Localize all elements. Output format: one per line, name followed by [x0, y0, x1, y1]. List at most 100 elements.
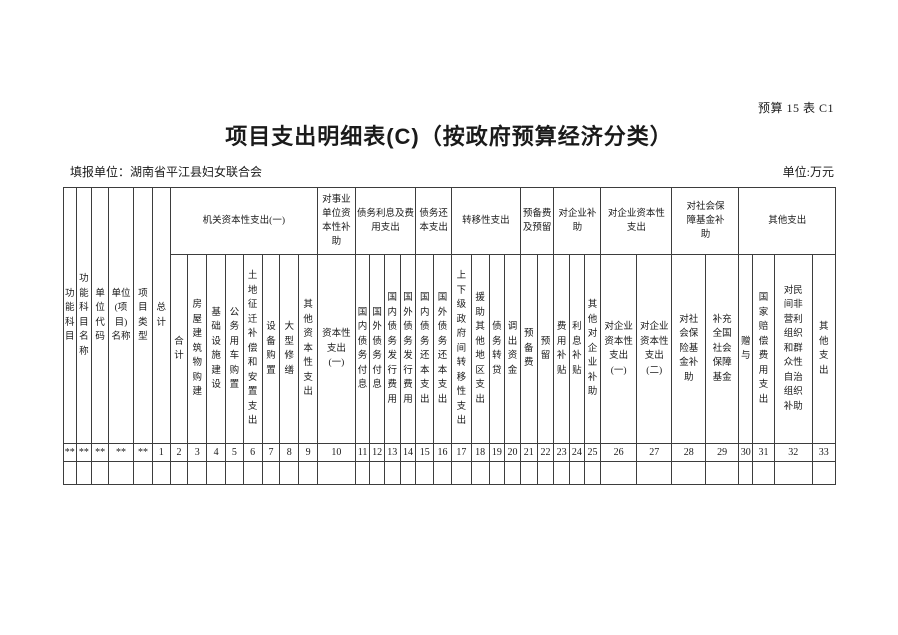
- data-cell: [261, 461, 281, 485]
- data-cell: [450, 461, 472, 485]
- column-code-cell: 23: [553, 443, 571, 462]
- header-row-groups: 功 能 科 目功 能 科 目 名 称单 位 代 码单位 (项 目) 名称项 目 …: [63, 187, 836, 444]
- column-header: 调 出 资 金: [504, 254, 521, 444]
- reporting-unit-value: 湖南省平江县妇女联合会: [130, 165, 263, 179]
- column-code-cell: 25: [583, 443, 602, 462]
- column-code-cell: 5: [225, 443, 244, 462]
- column-header: 对企业 资本性 支出 (一): [600, 254, 637, 444]
- data-cell: [536, 461, 555, 485]
- column-code-row: ** ** ** ** ** 1 2 3 4 5 6 7 8 9 10 11 12 13 14 15 16 17 18 19 2…: [63, 443, 837, 462]
- data-cell: [169, 461, 189, 485]
- column-header: 设 备 购 置: [261, 254, 281, 444]
- stub-column-header: 总 计: [151, 187, 171, 444]
- column-code-cell: 10: [317, 443, 356, 462]
- column-code-cell: **: [133, 443, 153, 462]
- data-cell: [470, 461, 490, 485]
- group-header: 对事业 单位资 本性补 助: [317, 187, 356, 255]
- data-cell: [569, 461, 585, 485]
- group-header: 机关资本性支出(一): [169, 187, 319, 255]
- column-code-cell: 32: [773, 443, 813, 462]
- group-header: 债务还 本支出: [415, 187, 452, 255]
- column-code-cell: 4: [206, 443, 226, 462]
- reporting-unit: 填报单位：湖南省平江县妇女联合会: [70, 163, 262, 180]
- group-header: 对企业补助: [553, 187, 602, 255]
- data-cell: [752, 461, 775, 485]
- column-header: 国 外 债 务 还 本 支 出: [433, 254, 452, 444]
- column-code-cell: 15: [415, 443, 435, 462]
- stub-column-header: 单 位 代 码: [91, 187, 109, 444]
- data-cell: [187, 461, 208, 485]
- data-cell: [433, 461, 452, 485]
- column-code-cell: 8: [279, 443, 300, 462]
- column-header: 房 屋 建 筑 物 购 建: [187, 254, 208, 444]
- data-cell: [75, 461, 93, 485]
- page-title: 项目支出明细表(C)（按政府预算经济分类）: [225, 124, 673, 149]
- column-header: 预 留: [536, 254, 555, 444]
- column-code-cell: 14: [399, 443, 417, 462]
- column-code-cell: 27: [635, 443, 673, 462]
- data-cell: [317, 461, 356, 485]
- data-cell: [704, 461, 740, 485]
- data-cell: [206, 461, 226, 485]
- data-cell: [738, 461, 753, 485]
- data-cell: [811, 461, 837, 485]
- column-code-cell: 13: [383, 443, 401, 462]
- column-header: 援 助 其 他 地 区 支 出: [470, 254, 490, 444]
- column-header: 对民 间非 营利 组织 和群 众性 自治 组织 补助: [773, 254, 813, 444]
- column-header: 其 他 资 本 性 支 出: [298, 254, 319, 444]
- column-code-cell: 16: [433, 443, 452, 462]
- column-code-cell: 7: [261, 443, 281, 462]
- column-header: 预 备 费: [519, 254, 538, 444]
- column-code-cell: 24: [569, 443, 585, 462]
- column-header: 国 内 债 务 发 行 费 用: [383, 254, 401, 444]
- data-cell: [415, 461, 435, 485]
- column-code-cell: 26: [600, 443, 637, 462]
- column-code-cell: 30: [738, 443, 753, 462]
- data-cell: [773, 461, 813, 485]
- data-cell: [225, 461, 244, 485]
- group-header: 其他支出: [738, 187, 836, 255]
- column-header: 土 地 征 迁 补 偿 和 安 置 支 出: [242, 254, 263, 444]
- column-header: 国 内 债 务 付 息: [354, 254, 371, 444]
- column-code-cell: 2: [169, 443, 189, 462]
- data-cell: [383, 461, 401, 485]
- column-code-cell: 21: [519, 443, 538, 462]
- stub-column-header: 项 目 类 型: [133, 187, 153, 444]
- data-cell: [553, 461, 571, 485]
- data-cell: [151, 461, 171, 485]
- column-code-cell: **: [63, 443, 77, 462]
- data-cell: [279, 461, 300, 485]
- column-code-cell: 12: [369, 443, 385, 462]
- reporting-unit-label: 填报单位：: [70, 165, 131, 179]
- data-cell: [583, 461, 602, 485]
- column-code-cell: 3: [187, 443, 208, 462]
- column-code-cell: **: [91, 443, 109, 462]
- data-cell: [519, 461, 538, 485]
- column-header: 资本性 支出 (一): [317, 254, 356, 444]
- column-code-cell: 33: [811, 443, 837, 462]
- data-cell: [635, 461, 673, 485]
- data-cell: [298, 461, 319, 485]
- blank-data-row: [63, 461, 837, 485]
- column-header: 大 型 修 缮: [279, 254, 300, 444]
- column-header: 费 用 补 贴: [553, 254, 571, 444]
- data-cell: [63, 461, 77, 485]
- column-header: 国 外 债 务 发 行 费 用: [399, 254, 417, 444]
- column-header: 补充 全国 社会 保障 基金: [704, 254, 740, 444]
- data-cell: [488, 461, 506, 485]
- column-code-cell: **: [75, 443, 93, 462]
- column-header: 其 他 对 企 业 补 助: [583, 254, 602, 444]
- column-code-cell: **: [107, 443, 135, 462]
- column-code-cell: 9: [298, 443, 319, 462]
- column-header: 对社 会保 险基 金补 助: [671, 254, 706, 444]
- group-header: 对社会保 障基金补 助: [671, 187, 740, 255]
- column-header: 国 家 赔 偿 费 用 支 出: [752, 254, 775, 444]
- column-code-cell: 1: [151, 443, 171, 462]
- column-code-cell: 29: [704, 443, 740, 462]
- column-header: 国 外 债 务 付 息: [369, 254, 385, 444]
- column-header: 对企业 资本性 支出 (二): [635, 254, 673, 444]
- meta-row: 填报单位：湖南省平江县妇女联合会 单位:万元: [70, 163, 834, 180]
- stub-column-header: 功 能 科 目: [63, 187, 77, 444]
- group-header: 债务利息及费 用支出: [354, 187, 417, 255]
- column-code-cell: 22: [536, 443, 555, 462]
